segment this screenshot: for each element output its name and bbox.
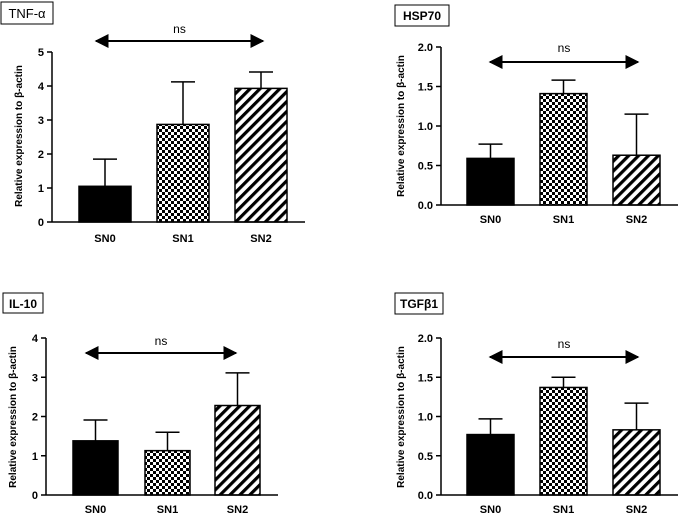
plot-area: SN0 SN1 SN2 0.0 0.5 1.0 1.5 2.0 ns [418,333,678,516]
category-label-sn0: SN0 [85,504,106,516]
y-tick-label: 1.5 [418,82,433,94]
y-tick-label: 0.5 [418,161,433,173]
y-tick-label: 5 [38,47,44,59]
y-tick-label: 0.0 [418,200,433,212]
y-tick-label: 1.0 [418,412,433,424]
bar-sn0 [78,185,132,223]
y-tick-label: 3 [38,115,44,127]
plot-area: SN0 SN1 SN2 0.0 0.5 1.0 1.5 2.0 ns [418,41,678,226]
panel-title-box [394,4,450,27]
bar-sn0 [466,433,515,496]
y-tick-label: 2.0 [418,333,433,345]
bar-sn1 [156,123,210,223]
panel-title-box [394,292,444,315]
plot-area: SN0 SN1 SN2 0 1 2 3 4 ns [32,333,278,516]
y-tick-label: 0.5 [418,451,433,463]
plot-area: SN0 SN1 SN2 0 1 2 3 4 5 ns [38,22,305,245]
y-tick-label: 1.5 [418,372,433,384]
panel-tgf-beta1: TGFβ1 Relative expression to β-actin SN0… [394,292,678,516]
category-label-sn0: SN0 [94,233,115,245]
category-label-sn1: SN1 [553,504,574,516]
category-label-sn1: SN1 [172,233,193,245]
panel-title: IL-10 [9,297,37,311]
panel-title: TGFβ1 [400,297,438,311]
y-tick-label: 1 [38,183,44,195]
panel-title-box [2,292,44,314]
y-tick-label: 4 [38,81,45,93]
bar-sn2 [234,87,288,223]
bar-sn0 [466,157,515,206]
y-tick-label: 2.0 [418,42,433,54]
y-axis-label: Relative expression to β-actin [14,65,25,207]
y-tick-label: 0.0 [418,490,433,502]
y-axis-label: Relative expression to β-actin [396,346,407,488]
y-tick-label: 3 [32,372,38,384]
significance-label: ns [558,41,571,55]
y-tick-label: 1.0 [418,121,433,133]
y-tick-label: 1 [32,451,38,463]
y-tick-label: 0 [38,217,44,229]
bar-sn2 [612,154,661,206]
bar-sn1 [144,449,191,496]
category-label-sn1: SN1 [157,504,178,516]
bar-sn1 [539,386,588,496]
category-label-sn2: SN2 [626,214,647,226]
bar-sn1 [539,92,588,206]
panel-title-box [0,1,54,25]
panel-tnf-alpha: TNF-α Relative expression to β-actin SN0… [0,1,305,245]
significance-label: ns [558,337,571,351]
category-label-sn2: SN2 [250,233,271,245]
panel-hsp70: HSP70 Relative expression to β-actin SN0… [394,4,678,226]
category-label-sn2: SN2 [626,504,647,516]
bar-sn2 [214,404,261,496]
y-tick-label: 4 [32,333,39,345]
bar-sn0 [72,440,119,496]
category-label-sn1: SN1 [553,214,574,226]
significance-label: ns [155,334,168,348]
y-tick-label: 2 [32,412,38,424]
category-label-sn0: SN0 [480,214,501,226]
panel-title: HSP70 [403,9,441,23]
panel-title: TNF-α [8,6,46,21]
y-axis-label: Relative expression to β-actin [396,55,407,197]
y-tick-label: 0 [32,490,38,502]
bar-sn2 [612,429,661,496]
y-tick-label: 2 [38,149,44,161]
category-label-sn2: SN2 [227,504,248,516]
category-label-sn0: SN0 [480,504,501,516]
panel-il-10: IL-10 Relative expression to β-actin SN0… [2,292,278,516]
y-axis-label: Relative expression to β-actin [8,346,19,488]
significance-label: ns [173,22,186,36]
